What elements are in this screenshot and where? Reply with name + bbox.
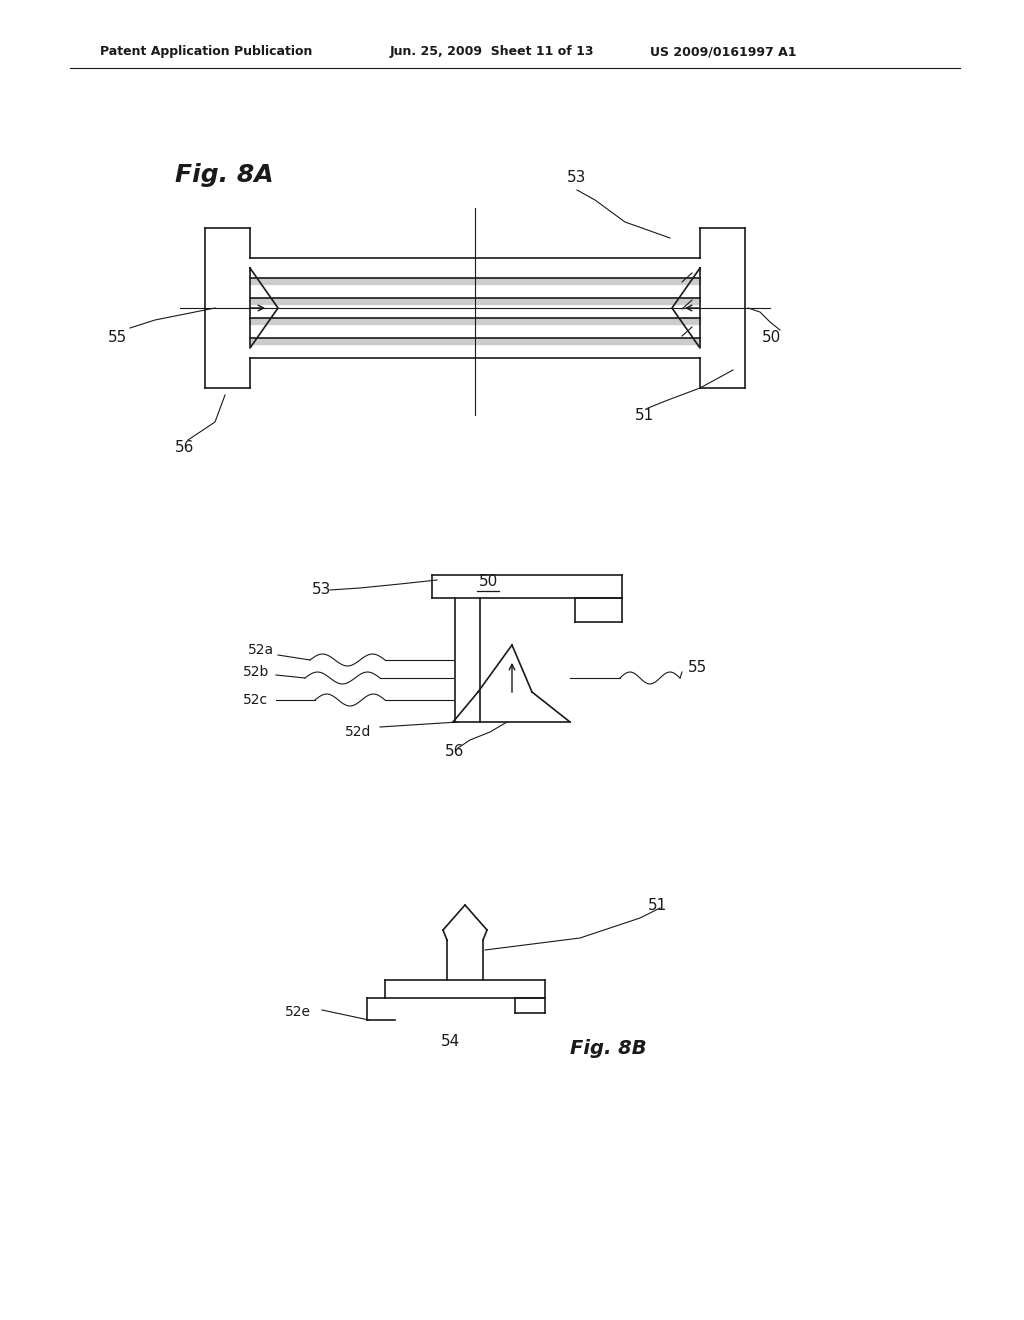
Text: 52a: 52a xyxy=(248,643,274,657)
Text: Fig. 8A: Fig. 8A xyxy=(175,162,273,187)
Text: 52c: 52c xyxy=(243,693,268,708)
Text: 51: 51 xyxy=(648,898,668,912)
Text: 52e: 52e xyxy=(285,1005,311,1019)
Text: 54: 54 xyxy=(440,1035,460,1049)
Text: 52b: 52b xyxy=(243,665,269,678)
Text: 51: 51 xyxy=(635,408,654,422)
Text: Jun. 25, 2009  Sheet 11 of 13: Jun. 25, 2009 Sheet 11 of 13 xyxy=(390,45,595,58)
Text: 56: 56 xyxy=(175,441,195,455)
Text: 50: 50 xyxy=(478,574,498,590)
Text: 55: 55 xyxy=(108,330,127,346)
Text: 55: 55 xyxy=(688,660,708,676)
Text: Fig. 8B: Fig. 8B xyxy=(570,1039,646,1057)
Text: Patent Application Publication: Patent Application Publication xyxy=(100,45,312,58)
Text: 56: 56 xyxy=(445,744,464,759)
Text: 53: 53 xyxy=(567,170,587,186)
Text: 52d: 52d xyxy=(345,725,372,739)
Text: 50: 50 xyxy=(762,330,781,346)
Text: 53: 53 xyxy=(312,582,332,598)
Text: US 2009/0161997 A1: US 2009/0161997 A1 xyxy=(650,45,797,58)
